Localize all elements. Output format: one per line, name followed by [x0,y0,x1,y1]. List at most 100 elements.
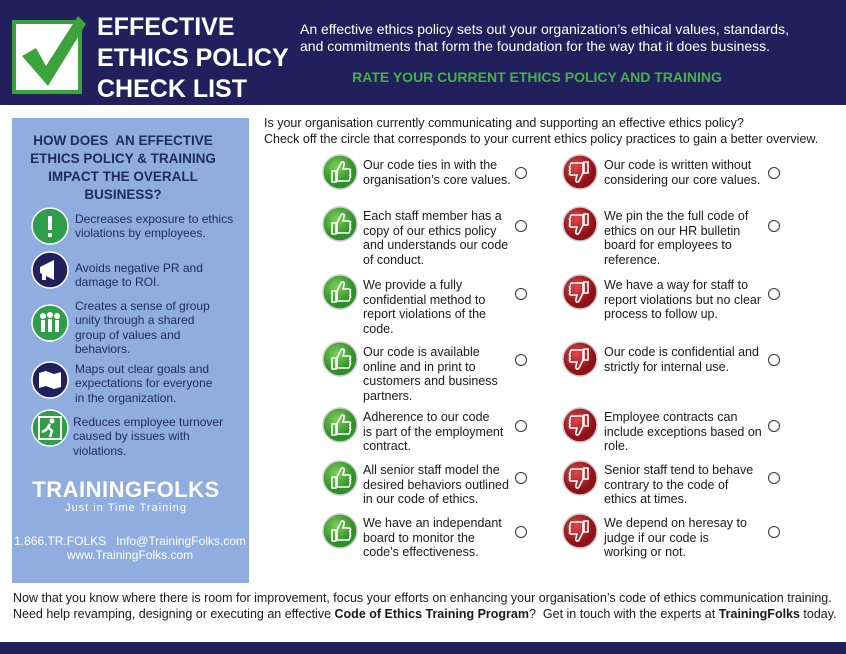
contact: www.TrainingFolks.com [66,548,194,562]
benefit-text: violations by employees. [75,226,206,241]
header-intro: An effective ethics policy sets out your… [300,21,789,37]
benefit-text: Avoids negative PR and [75,261,203,275]
checklist-text: organisation’s core values. [363,172,511,187]
footer-text: today. [799,607,837,621]
sidebar-heading: BUSINESS? [84,187,162,202]
checklist-text: online and in print to [363,359,476,374]
benefit-text: in the organization. [75,390,177,405]
thumbs-down-icon [562,341,598,377]
checklist-text: working or not. [604,545,686,559]
radio-button[interactable] [754,340,794,380]
checklist-text: include exceptions based on [604,424,762,439]
checklist-text: contract. [363,439,411,453]
checklist-text: We provide a fully [363,278,463,292]
benefit-text: Maps out clear goals and [75,362,210,376]
checklist-text: We depend on heresay to [604,516,747,530]
benefit-icon [31,361,69,399]
logo: TRAININGFOLKS [32,477,220,502]
benefit-text: damage to ROI. [75,275,160,290]
radio-button[interactable] [501,153,541,193]
checklist-text: Our code ties in with the [363,158,498,172]
checklist-text: We have a way for staff to [604,278,749,292]
footer-band [0,642,846,654]
checklist-text: report violations of the [363,307,486,321]
checklist-text: report violations but no clear [604,292,762,307]
radio-button[interactable] [754,206,794,246]
radio-button[interactable] [754,274,794,314]
radio-button[interactable] [501,274,541,314]
thumbs-up-icon [322,341,358,377]
checklist-text: partners. [363,388,413,403]
checklist-text: and understands our code [363,238,509,252]
checklist-text: confidential method to [363,292,486,307]
contact: 1.866.TR.FOLKS Info@TrainingFolks.com [14,534,246,548]
checklist-text: board to monitor the [363,530,475,545]
checklist-text: We pin the the full code of [604,209,749,223]
benefit-text: expectations for everyone [75,376,213,391]
radio-button[interactable] [501,406,541,446]
footer-line: Need help revamping, designing or execut… [13,606,837,622]
checklist-text: ethics on our HR bulletin [604,223,741,238]
checklist-intro: Is your organisation currently communica… [264,116,744,130]
logo-tagline: Just in Time Training [65,502,187,514]
benefit-text: unity through a shared [75,313,195,328]
checklist-text: reference. [604,252,661,267]
footer-text: Code of Ethics Training Program [334,607,529,621]
footer-text: Now that you know where there is room fo… [13,591,832,605]
title-line: EFFECTIVE [97,13,235,41]
checklist-text: role. [604,439,629,453]
sidebar-heading: IMPACT THE OVERALL [48,169,198,184]
footer-text: TrainingFolks [718,607,800,621]
thumbs-up-icon [322,274,358,310]
checklist-text: ethics at times. [604,492,688,506]
checklist-text: customers and business [363,374,498,388]
checklist-text: is part of the employment [363,424,504,439]
thumbs-down-icon [562,460,598,496]
radio-button[interactable] [501,458,541,498]
checklist-text: Adherence to our code [363,410,490,424]
benefit-icon [31,207,69,245]
checklist-text: of conduct. [363,252,425,267]
benefit-text: behaviors. [75,341,131,356]
footer-line: Now that you know where there is room fo… [13,590,832,606]
checklist-text: process to follow up. [604,307,718,321]
radio-button[interactable] [754,512,794,552]
title-line: CHECK LIST [97,75,247,103]
benefit-text: Decreases exposure to ethics [75,212,234,226]
radio-button[interactable] [754,406,794,446]
benefit-icon [31,304,69,342]
benefit-text: violations. [73,443,127,458]
benefit-text: Reduces employee turnover [73,415,224,429]
checklist-text: Our code is available [363,345,480,359]
thumbs-down-icon [562,206,598,242]
title-line: ETHICS POLICY [97,44,289,72]
checklist-text: Our code is written without [604,158,752,172]
checklist-text: judge if our code is [604,530,709,545]
benefit-text: group of values and [75,327,181,342]
footer-text: Need help revamping, designing or execut… [13,607,335,621]
thumbs-up-icon [322,513,358,549]
radio-button[interactable] [501,206,541,246]
benefit-text: Creates a sense of group [75,299,210,313]
benefit-icon [31,251,69,289]
radio-button[interactable] [754,153,794,193]
thumbs-up-icon [322,206,358,242]
radio-button[interactable] [501,340,541,380]
checklist-text: desired behaviors outlined [363,477,509,492]
checklist-intro: Check off the circle that corresponds to… [264,132,819,146]
checklist-text: code. [363,321,394,336]
benefit-text: caused by issues with [73,429,190,444]
radio-button[interactable] [754,458,794,498]
checklist-text: Employee contracts can [604,410,738,424]
thumbs-up-icon [322,407,358,443]
thumbs-up-icon [322,460,358,496]
thumbs-up-icon [322,154,358,190]
subtitle: RATE YOUR CURRENT ETHICS POLICY AND TRAI… [352,69,722,85]
checklist-text: All senior staff model the [363,463,500,477]
checklist-text: in our code of ethics. [363,492,479,506]
radio-button[interactable] [501,512,541,552]
checklist-text: considering our core values. [604,172,761,187]
benefit-icon [31,409,69,447]
